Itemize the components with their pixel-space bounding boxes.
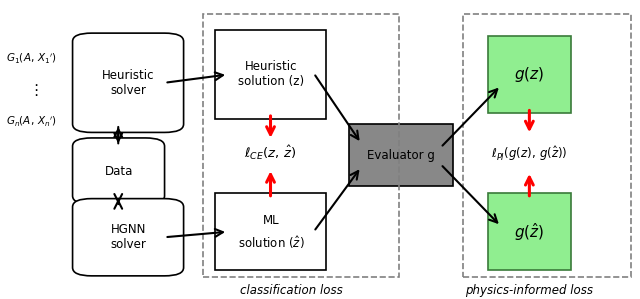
FancyBboxPatch shape: [349, 124, 453, 186]
FancyBboxPatch shape: [215, 193, 326, 270]
Text: $g(\hat{z})$: $g(\hat{z})$: [515, 221, 545, 243]
Text: $g(z)$: $g(z)$: [515, 65, 545, 84]
Text: Evaluator g: Evaluator g: [367, 149, 435, 162]
Text: HGNN
solver: HGNN solver: [110, 223, 146, 251]
FancyBboxPatch shape: [72, 138, 164, 204]
Text: Heuristic
solution (z): Heuristic solution (z): [238, 60, 304, 89]
Bar: [203, 14, 399, 277]
Text: Data: Data: [104, 164, 132, 178]
Text: solution ($\hat{z}$): solution ($\hat{z}$): [237, 234, 304, 251]
Text: $\ell_{PI}(g(z),\, g(\hat{z}))$: $\ell_{PI}(g(z),\, g(\hat{z}))$: [491, 144, 568, 163]
Text: ML: ML: [262, 214, 279, 227]
Text: $G_n(A,\, X_n{}')$: $G_n(A,\, X_n{}')$: [6, 115, 56, 128]
FancyBboxPatch shape: [488, 36, 571, 113]
Text: $G_1(A,\, X_1{}')$: $G_1(A,\, X_1{}')$: [6, 51, 56, 65]
Text: Heuristic
solver: Heuristic solver: [102, 69, 154, 97]
FancyBboxPatch shape: [72, 33, 184, 132]
Text: classification loss: classification loss: [240, 284, 343, 297]
Text: $\ell_{CE}(z,\, \hat{z})$: $\ell_{CE}(z,\, \hat{z})$: [244, 144, 297, 162]
FancyBboxPatch shape: [488, 193, 571, 270]
FancyBboxPatch shape: [215, 30, 326, 119]
Bar: [463, 14, 631, 277]
Text: $\vdots$: $\vdots$: [28, 82, 38, 98]
FancyBboxPatch shape: [72, 199, 184, 276]
Text: physics-informed loss: physics-informed loss: [465, 284, 593, 297]
